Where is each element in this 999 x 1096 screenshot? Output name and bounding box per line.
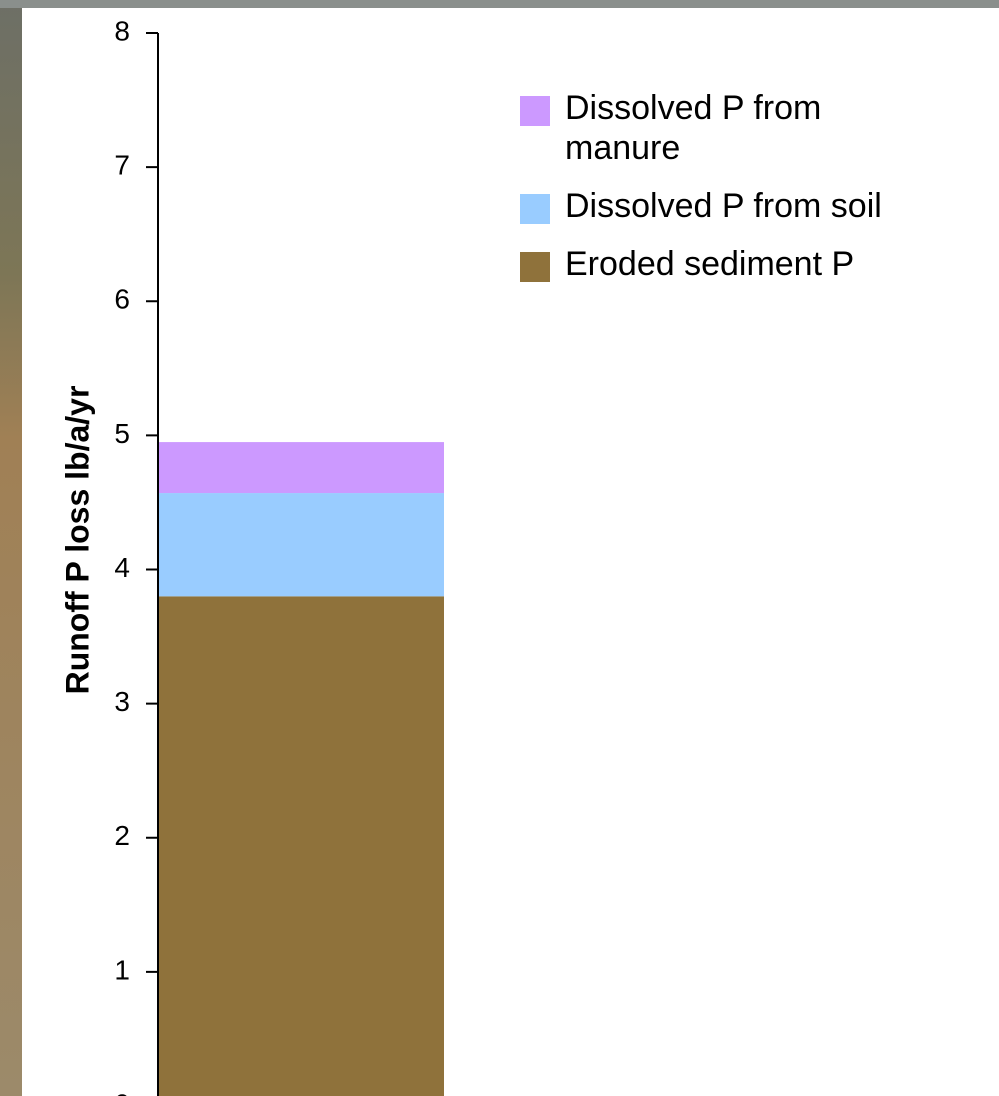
y-tick-label: 3 — [114, 686, 130, 717]
bar-segment — [159, 442, 444, 494]
background-photo — [0, 0, 22, 1096]
bar-segment — [159, 493, 444, 597]
legend-label: Eroded sediment P — [565, 245, 855, 283]
bar-segment — [159, 596, 444, 1096]
y-tick-label: 2 — [114, 820, 130, 851]
legend: Dissolved P from manure Dissolved P from … — [518, 88, 988, 302]
y-axis-label: Runoff P loss lb/a/yr — [59, 386, 95, 695]
y-tick-label: 6 — [114, 284, 130, 315]
legend-label: Dissolved P from manure — [565, 89, 822, 167]
y-tick-label: 5 — [114, 418, 130, 449]
y-tick-label: 7 — [114, 150, 130, 181]
y-tick-label: 0 — [114, 1088, 130, 1096]
legend-swatch — [520, 194, 550, 224]
y-tick-label: 4 — [114, 552, 130, 583]
background-photo-top — [0, 0, 999, 8]
legend-swatch — [520, 252, 550, 282]
legend-item: Eroded sediment P — [518, 244, 988, 284]
legend-item: Dissolved P from soil — [518, 186, 988, 226]
legend-label: Dissolved P from soil — [565, 187, 882, 225]
y-tick-label: 8 — [114, 15, 130, 46]
y-tick-label: 1 — [114, 954, 130, 985]
legend-swatch — [520, 96, 550, 126]
legend-item: Dissolved P from manure — [518, 88, 988, 168]
